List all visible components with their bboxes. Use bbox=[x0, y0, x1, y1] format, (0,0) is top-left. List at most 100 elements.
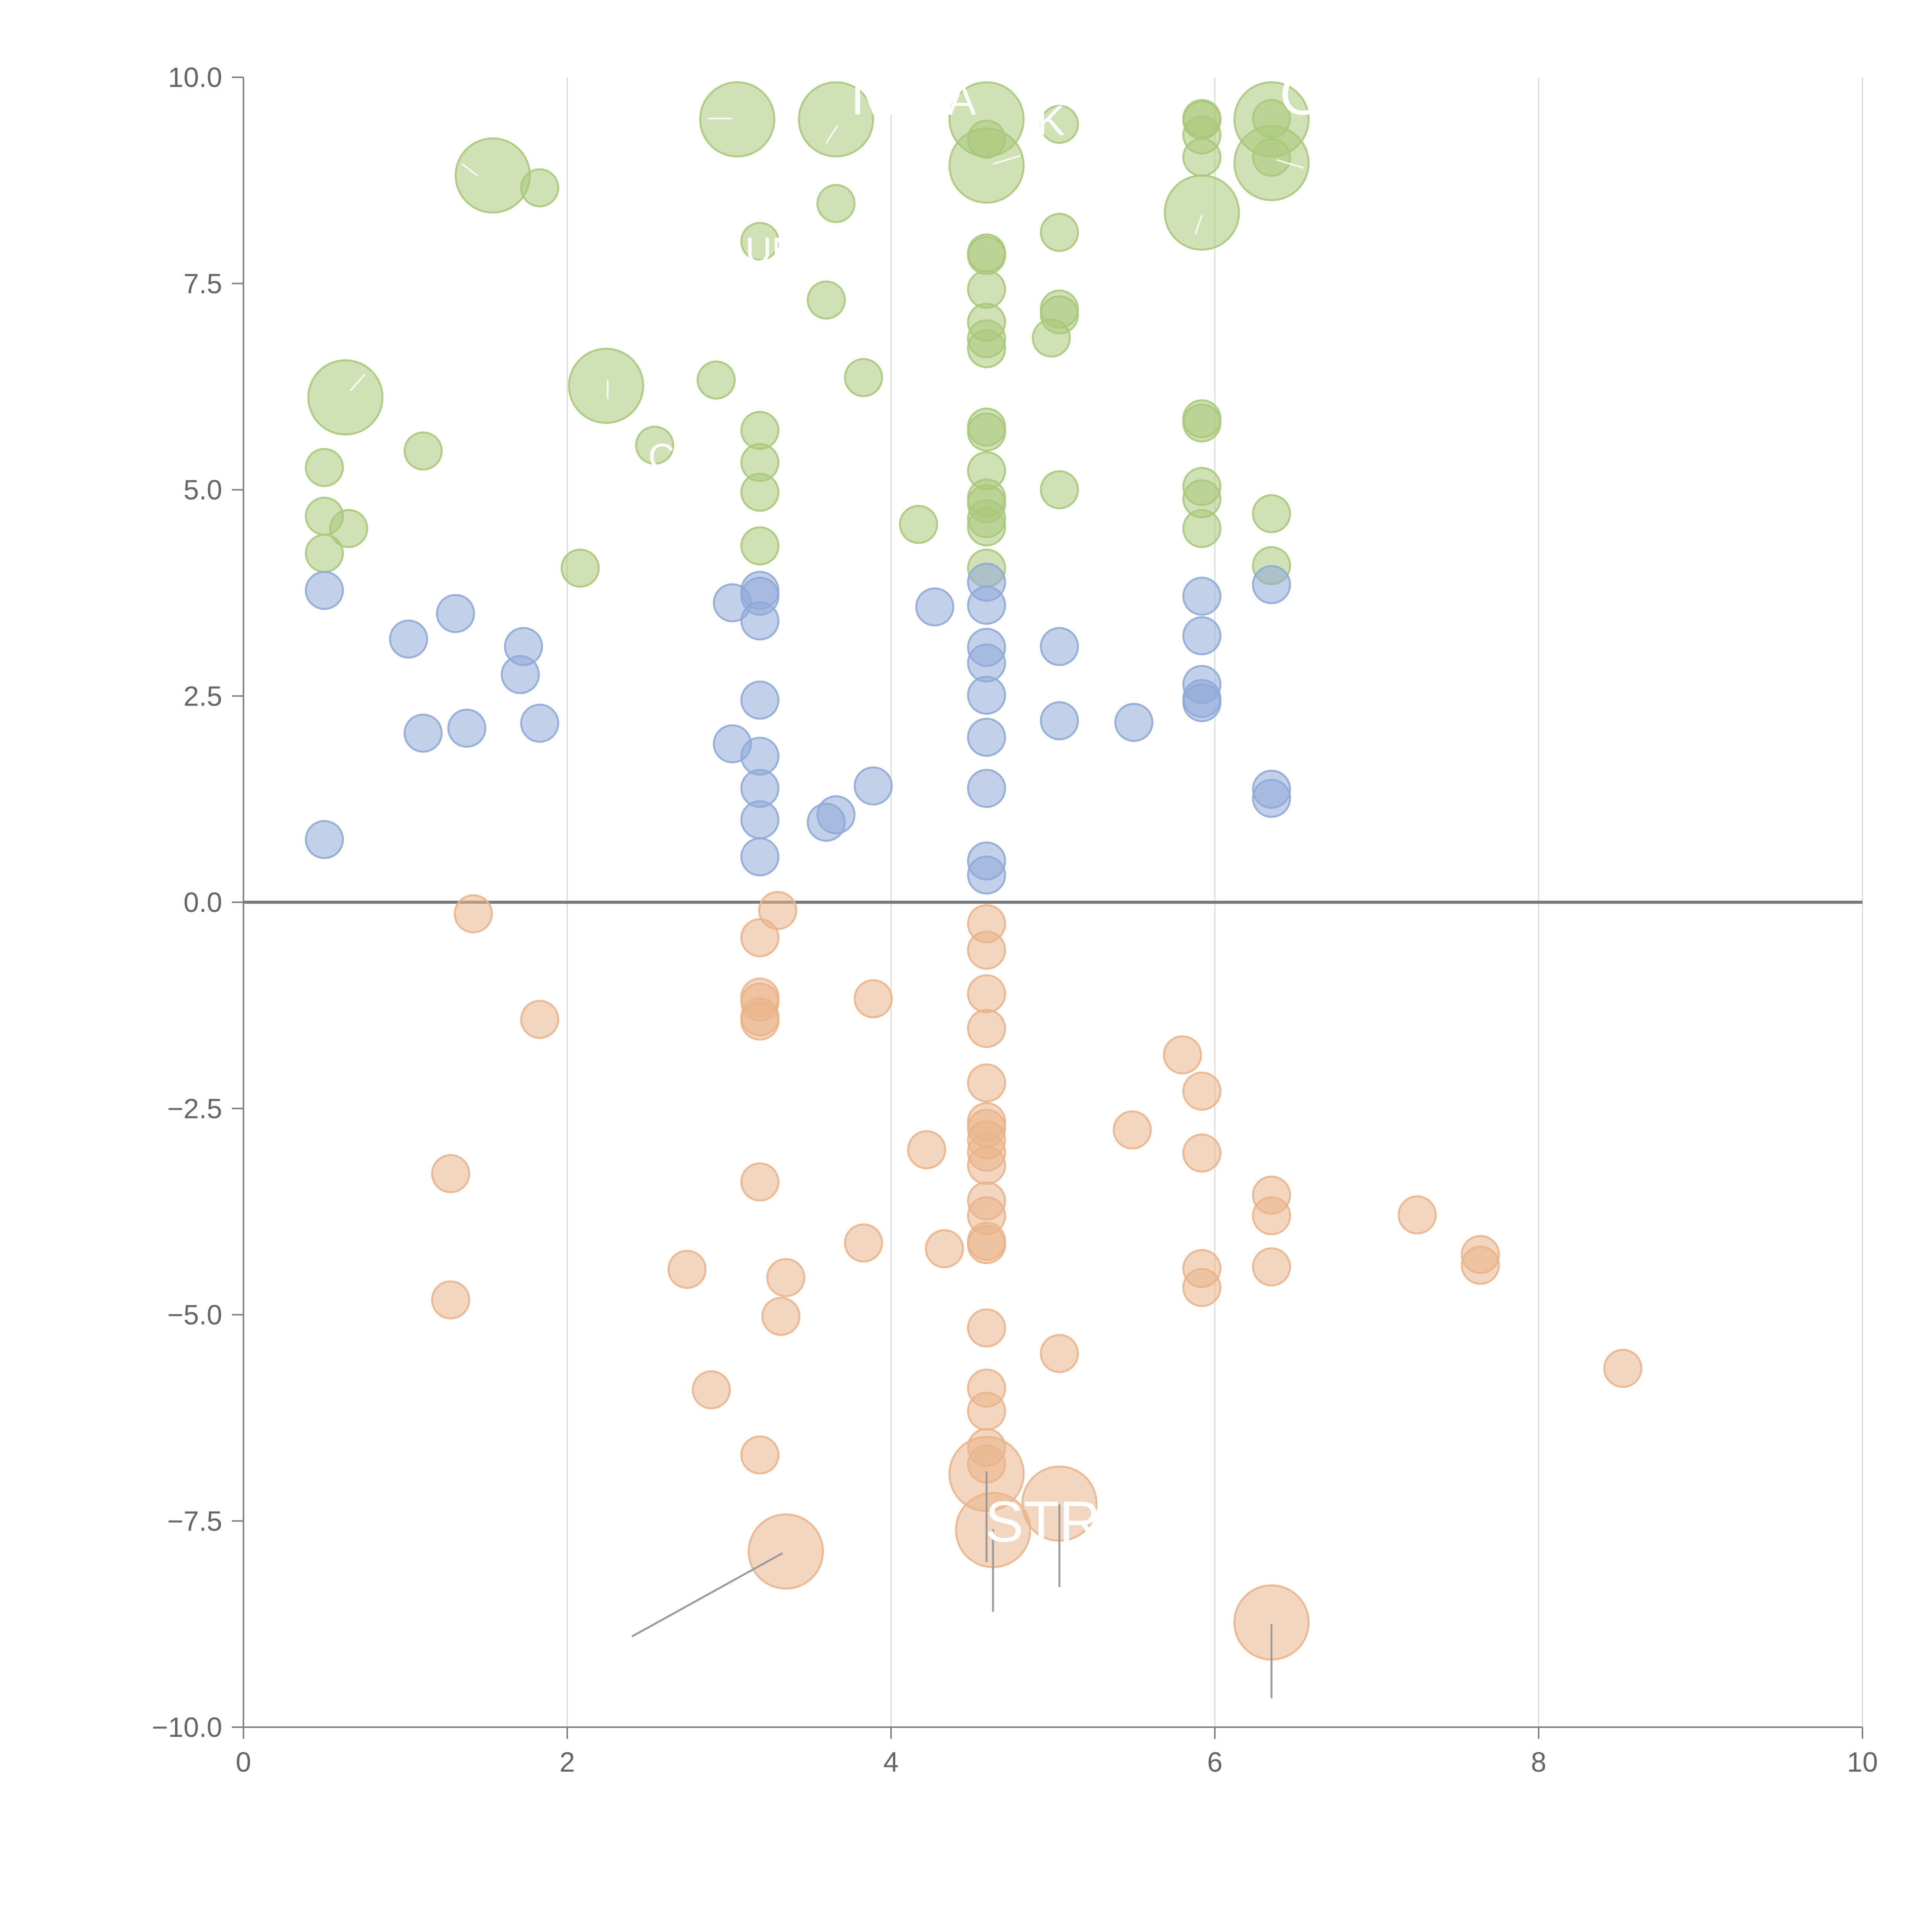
data-point-low bbox=[854, 979, 893, 1019]
data-point-high bbox=[635, 425, 674, 465]
data-point-high bbox=[403, 431, 443, 471]
y-tick-label: 5.0 bbox=[184, 475, 222, 506]
data-point-low bbox=[740, 1435, 780, 1475]
annotation-label: CG bbox=[648, 436, 704, 477]
data-point-high bbox=[1182, 138, 1221, 177]
leader-layer bbox=[350, 117, 1304, 1699]
data-point-low bbox=[844, 1223, 883, 1263]
data-point-low bbox=[967, 1146, 1006, 1185]
x-tick-label: 0 bbox=[236, 1747, 251, 1778]
data-point-mid bbox=[436, 594, 475, 633]
data-point-high bbox=[1182, 509, 1221, 548]
y-tick-label: −7.5 bbox=[167, 1506, 222, 1537]
data-point-low bbox=[761, 1297, 801, 1336]
data-point-low bbox=[1182, 1071, 1221, 1111]
data-point-low bbox=[431, 1154, 470, 1193]
x-tick-label: 2 bbox=[560, 1747, 575, 1778]
data-point-high bbox=[844, 358, 883, 397]
data-point-mid bbox=[740, 837, 780, 877]
leader-line-white bbox=[461, 163, 479, 177]
data-point-low bbox=[967, 1308, 1006, 1348]
data-point-high bbox=[1252, 494, 1291, 533]
data-point-high bbox=[1252, 138, 1291, 177]
data-point-low bbox=[967, 1225, 1006, 1264]
data-point-high bbox=[307, 359, 384, 435]
data-point-mid bbox=[389, 619, 428, 659]
data-point-high bbox=[696, 361, 736, 400]
data-point-low bbox=[758, 891, 798, 930]
data-point-high bbox=[1252, 99, 1291, 138]
data-point-low bbox=[1182, 1133, 1221, 1173]
data-point-low bbox=[967, 974, 1006, 1014]
data-point-mid bbox=[967, 769, 1006, 808]
data-point-low bbox=[925, 1229, 964, 1269]
data-point-low bbox=[1163, 1035, 1202, 1075]
data-point-mid bbox=[740, 800, 780, 839]
data-point-mid bbox=[967, 855, 1006, 895]
data-point-low bbox=[1461, 1245, 1500, 1285]
leader-line-white bbox=[350, 374, 366, 391]
data-point-mid bbox=[915, 587, 954, 627]
data-point-high bbox=[1040, 295, 1079, 335]
leader-line-white bbox=[1194, 214, 1203, 235]
data-point-low bbox=[1040, 1334, 1079, 1373]
data-point-low bbox=[766, 1258, 806, 1297]
data-point-mid bbox=[305, 820, 344, 859]
data-point-high bbox=[454, 137, 531, 214]
data-point-low bbox=[520, 1000, 560, 1039]
data-point-low bbox=[692, 1370, 731, 1410]
data-point-mid bbox=[854, 766, 893, 806]
data-point-mid bbox=[1252, 779, 1291, 818]
annotation-label: G bbox=[1280, 62, 1325, 127]
data-point-mid bbox=[1182, 577, 1221, 616]
point-layer bbox=[305, 81, 1643, 1661]
data-point-high bbox=[520, 168, 560, 207]
data-point-mid bbox=[1040, 701, 1079, 740]
data-point-high bbox=[899, 505, 938, 544]
data-point-mid bbox=[504, 627, 543, 666]
annotation-label: STR bbox=[985, 1489, 1101, 1554]
data-point-low bbox=[740, 918, 780, 957]
data-point-low bbox=[967, 1009, 1006, 1048]
data-point-low bbox=[1252, 1247, 1291, 1287]
data-point-low bbox=[967, 1063, 1006, 1103]
annotation-label: UM bbox=[745, 230, 803, 271]
y-tick-label: −10.0 bbox=[152, 1712, 222, 1743]
data-point-high bbox=[806, 280, 846, 320]
data-point-high bbox=[740, 222, 780, 261]
data-point-low bbox=[1182, 1268, 1221, 1307]
data-point-mid bbox=[740, 680, 780, 720]
x-tick-label: 4 bbox=[883, 1747, 899, 1778]
annotation-layer: STR M A G K UM CG bbox=[648, 62, 1325, 1554]
data-point-high bbox=[1040, 213, 1079, 252]
data-point-low bbox=[431, 1280, 470, 1320]
leader-line bbox=[631, 1552, 783, 1638]
leader-line-white bbox=[825, 124, 838, 144]
data-point-mid bbox=[1252, 565, 1291, 604]
data-point-low bbox=[1398, 1195, 1437, 1235]
data-point-high bbox=[967, 270, 1006, 309]
x-tick-label: 8 bbox=[1531, 1747, 1546, 1778]
data-point-high bbox=[740, 526, 780, 566]
data-point-high bbox=[699, 81, 776, 158]
data-point-high bbox=[561, 548, 600, 588]
data-point-low bbox=[967, 1391, 1006, 1431]
data-point-mid bbox=[447, 709, 486, 748]
data-point-high bbox=[967, 329, 1006, 368]
data-point-high bbox=[1163, 174, 1240, 251]
data-point-mid bbox=[1182, 616, 1221, 655]
data-point-high bbox=[740, 473, 780, 512]
y-tick-label: 0.0 bbox=[184, 887, 222, 918]
data-point-mid bbox=[1040, 627, 1079, 666]
x-tick-label: 10 bbox=[1847, 1747, 1878, 1778]
annotation-label: M bbox=[850, 62, 899, 127]
data-point-low bbox=[454, 894, 493, 934]
data-point-mid bbox=[1114, 703, 1153, 742]
data-point-low bbox=[1252, 1196, 1291, 1235]
annotation-label: A bbox=[948, 76, 976, 124]
data-point-low bbox=[667, 1250, 707, 1289]
data-point-mid bbox=[967, 585, 1006, 625]
data-point-high bbox=[1182, 403, 1221, 443]
data-point-high bbox=[967, 119, 1006, 159]
